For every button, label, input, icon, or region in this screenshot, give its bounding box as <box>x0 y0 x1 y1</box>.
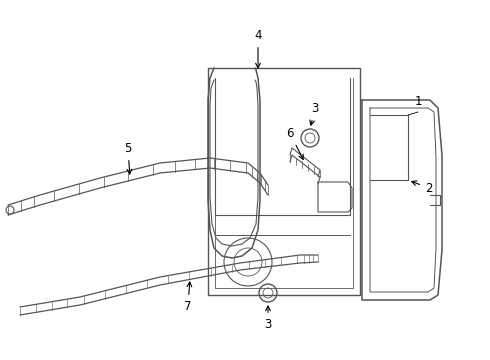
Text: 6: 6 <box>286 127 303 159</box>
Text: 7: 7 <box>184 282 192 313</box>
Text: 3: 3 <box>310 102 318 125</box>
Text: 4: 4 <box>254 29 262 68</box>
Text: 1: 1 <box>414 95 422 108</box>
Text: 2: 2 <box>412 181 433 194</box>
Text: 5: 5 <box>124 142 132 174</box>
Text: 3: 3 <box>264 306 271 331</box>
